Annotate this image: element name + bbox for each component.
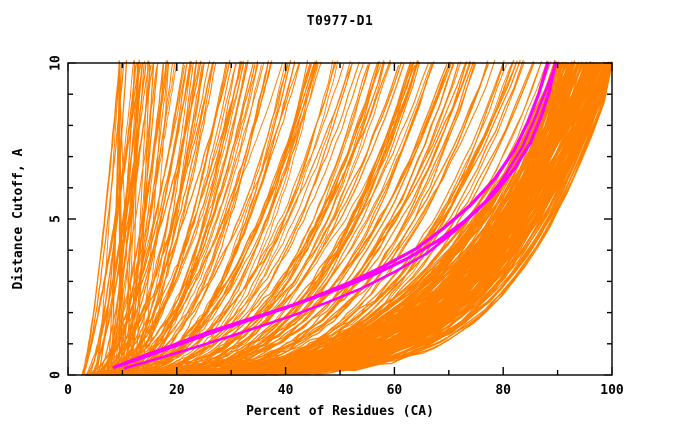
prediction-curve bbox=[86, 61, 322, 376]
prediction-curve bbox=[93, 61, 243, 376]
prediction-curve bbox=[82, 64, 353, 376]
prediction-curve bbox=[94, 63, 213, 376]
prediction-curve bbox=[120, 62, 159, 376]
y-tick-label: 5 bbox=[49, 215, 64, 223]
prediction-curve bbox=[107, 62, 122, 376]
axis-tick-labels: 0 20 40 60 80 100 0 5 10 bbox=[49, 55, 624, 398]
prediction-curve bbox=[83, 59, 231, 376]
y-axis-label: Distance Cutoff, A bbox=[11, 148, 26, 289]
prediction-curve bbox=[105, 63, 217, 376]
highlight-curve bbox=[118, 61, 550, 368]
prediction-curve bbox=[83, 60, 202, 376]
prediction-curve bbox=[130, 60, 149, 376]
y-tick-label: 0 bbox=[49, 371, 64, 379]
prediction-curve bbox=[113, 62, 170, 375]
prediction-curve bbox=[98, 63, 176, 376]
prediction-curve bbox=[111, 63, 227, 376]
x-tick-label: 100 bbox=[600, 383, 624, 398]
prediction-curve bbox=[93, 60, 134, 375]
prediction-curve bbox=[103, 63, 188, 376]
highlight-curves-magenta bbox=[112, 61, 558, 370]
prediction-curve bbox=[82, 62, 125, 375]
x-tick-label: 60 bbox=[387, 383, 403, 398]
prediction-curve bbox=[133, 64, 169, 376]
prediction-curve bbox=[88, 64, 256, 376]
prediction-curve bbox=[97, 64, 152, 376]
x-tick-label: 20 bbox=[169, 383, 185, 398]
axis-ticks bbox=[67, 62, 613, 376]
y-tick-label: 10 bbox=[49, 55, 64, 71]
prediction-curve bbox=[84, 60, 150, 375]
prediction-curve bbox=[96, 60, 128, 376]
prediction-curve bbox=[98, 64, 248, 376]
x-tick-label: 80 bbox=[495, 383, 511, 398]
prediction-curve bbox=[97, 59, 169, 376]
x-axis-label: Percent of Residues (CA) bbox=[246, 404, 434, 419]
prediction-curve bbox=[80, 61, 121, 376]
chart-title: T0977-D1 bbox=[306, 14, 374, 29]
x-tick-label: 0 bbox=[64, 383, 72, 398]
x-tick-label: 40 bbox=[278, 383, 294, 398]
highlight-curve bbox=[123, 61, 558, 370]
